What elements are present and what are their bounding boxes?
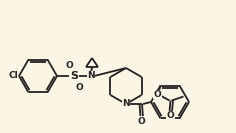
Text: O: O: [138, 117, 145, 126]
Text: N: N: [122, 99, 130, 109]
Text: O: O: [167, 111, 174, 120]
Text: N: N: [87, 72, 95, 80]
Text: S: S: [70, 71, 78, 81]
Text: O: O: [154, 90, 161, 99]
Text: O: O: [75, 82, 83, 92]
Text: Cl: Cl: [8, 72, 18, 80]
Text: O: O: [65, 61, 73, 70]
